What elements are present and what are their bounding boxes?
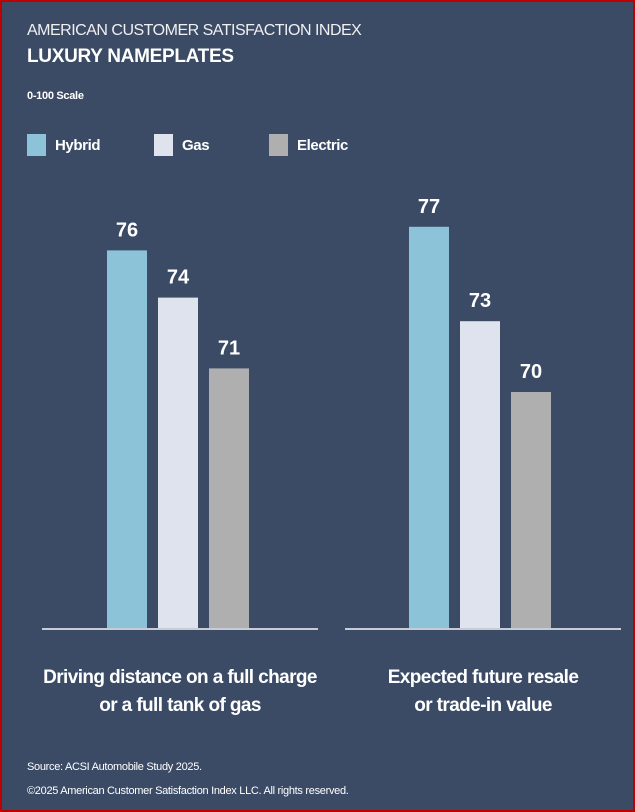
legend-swatch	[269, 134, 288, 156]
category-line: Expected future resale	[387, 667, 579, 688]
bar-gas	[460, 321, 500, 628]
scale-label: 0-100 Scale	[27, 90, 84, 102]
legend-swatch	[154, 134, 173, 156]
legend-hybrid: Hybrid	[27, 134, 101, 156]
legend-electric: Electric	[269, 134, 348, 156]
bar-electric	[209, 368, 249, 628]
legend-label: Electric	[297, 136, 348, 154]
value-label: 71	[218, 337, 240, 359]
value-label: 77	[418, 196, 440, 218]
legend-gas: Gas	[154, 134, 210, 156]
chart-title: LUXURY NAMEPLATES	[27, 46, 234, 67]
category-line: Driving distance on a full charge	[43, 667, 317, 688]
bar-hybrid	[107, 250, 147, 628]
category-label-1: Driving distance on a full charge or a f…	[35, 664, 325, 720]
value-label: 70	[520, 361, 542, 383]
category-line: or a full tank of gas	[99, 695, 261, 716]
category-label-2: Expected future resale or trade-in value	[338, 664, 628, 720]
bar-gas	[158, 297, 198, 628]
value-label: 76	[116, 219, 138, 241]
bar-electric	[511, 392, 551, 628]
value-label: 74	[167, 267, 190, 289]
source-note: Source: ACSI Automobile Study 2025.	[27, 761, 202, 773]
supertitle: AMERICAN CUSTOMER SATISFACTION INDEX	[27, 22, 362, 39]
bar-hybrid	[409, 226, 449, 629]
value-label: 73	[469, 290, 491, 312]
copyright-note: ©2025 American Customer Satisfaction Ind…	[27, 785, 349, 797]
legend-label: Hybrid	[55, 136, 101, 154]
category-line: or trade-in value	[414, 695, 552, 716]
legend-label: Gas	[182, 136, 210, 154]
legend-swatch	[27, 134, 46, 156]
